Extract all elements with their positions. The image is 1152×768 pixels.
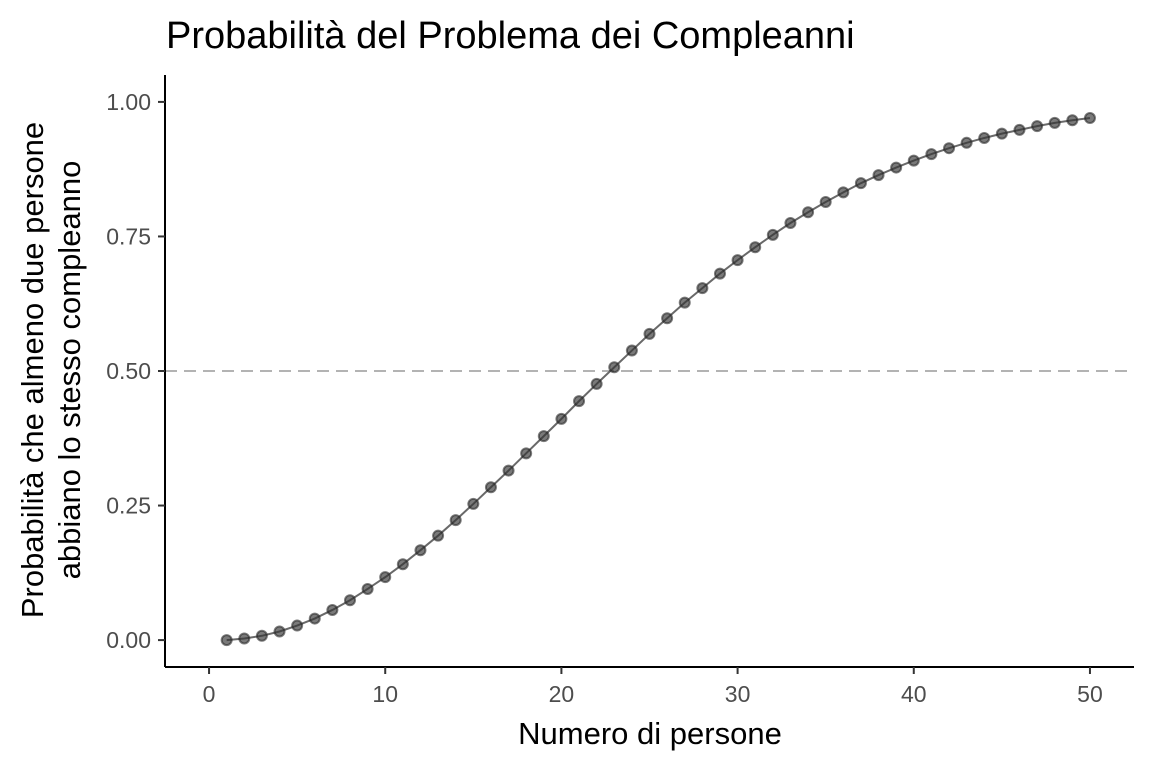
y-axis-title-line-1: Probabilità che almeno due persone	[15, 122, 50, 618]
data-point	[1083, 112, 1096, 125]
series-line	[226, 117, 1091, 642]
data-point	[449, 514, 462, 527]
data-point	[537, 430, 550, 443]
y-tick-label: 0.25	[106, 493, 151, 519]
data-point	[802, 206, 815, 219]
x-tick-label: 40	[901, 681, 927, 707]
y-tick-label: 0.75	[106, 223, 151, 249]
data-point	[925, 148, 938, 161]
data-point	[555, 412, 568, 425]
data-point	[995, 127, 1008, 140]
data-point	[573, 395, 586, 408]
x-tick-label: 20	[549, 681, 575, 707]
data-point	[907, 154, 920, 167]
y-tick-label: 0.50	[106, 358, 151, 384]
data-point	[291, 619, 304, 632]
series-layer	[220, 112, 1096, 647]
data-point	[220, 634, 233, 647]
data-point	[255, 629, 268, 642]
y-axis-title: Probabilità che almeno due persone abbia…	[15, 122, 87, 618]
data-point	[273, 625, 286, 638]
data-point	[731, 254, 744, 267]
y-axis-title-line-2: abbiano lo stesso compleanno	[52, 161, 87, 580]
data-point	[414, 544, 427, 557]
x-axis-title: Numero di persone	[518, 716, 782, 751]
data-point	[590, 377, 603, 390]
x-tick-label: 0	[203, 681, 216, 707]
data-point	[766, 228, 779, 241]
data-point	[749, 241, 762, 254]
data-point	[696, 282, 709, 295]
data-point	[343, 594, 356, 607]
data-point	[837, 186, 850, 199]
data-point	[678, 296, 691, 309]
data-point	[608, 361, 621, 374]
data-point	[1048, 116, 1061, 129]
y-tick-label: 1.00	[106, 89, 151, 115]
data-point	[713, 267, 726, 280]
data-point	[872, 169, 885, 182]
data-point	[520, 447, 533, 460]
data-point	[1066, 114, 1079, 127]
data-point	[308, 612, 321, 625]
data-point	[960, 136, 973, 149]
data-point	[643, 327, 656, 340]
data-point	[432, 529, 445, 542]
data-point	[467, 497, 480, 510]
data-point	[238, 632, 251, 645]
data-point	[625, 344, 638, 357]
data-point	[784, 217, 797, 229]
data-point	[943, 142, 956, 155]
data-point	[502, 464, 515, 477]
y-tick-label: 0.00	[106, 627, 151, 653]
x-tick-label: 10	[372, 681, 398, 707]
axes-layer: 0.00 0.25 0.50 0.75 1.00 0 10 20 30 40 50	[106, 75, 1134, 707]
data-point	[361, 582, 374, 595]
x-tick-label: 30	[725, 681, 751, 707]
data-point	[978, 131, 991, 144]
data-point	[379, 571, 392, 584]
x-tick-label: 50	[1077, 681, 1103, 707]
data-point	[890, 161, 903, 174]
data-point	[484, 481, 497, 494]
data-point	[819, 196, 832, 209]
data-point	[1013, 123, 1026, 136]
chart-title: Probabilità del Problema dei Compleanni	[166, 15, 855, 57]
data-point	[326, 603, 339, 616]
data-point	[1031, 120, 1044, 133]
data-point	[661, 312, 674, 325]
data-point	[854, 177, 867, 190]
data-point	[396, 558, 409, 571]
